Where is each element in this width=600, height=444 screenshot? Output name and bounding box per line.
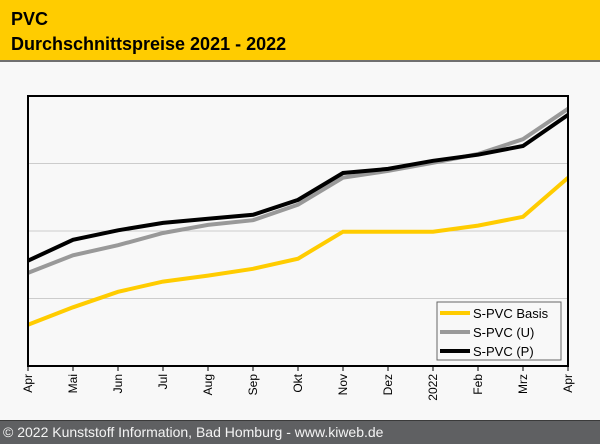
chart-header: PVC Durchschnittspreise 2021 - 2022 bbox=[0, 0, 600, 62]
footer: © 2022 Kunststoff Information, Bad Hombu… bbox=[0, 420, 600, 444]
copyright-text: © 2022 Kunststoff Information, Bad Hombu… bbox=[3, 424, 384, 440]
x-tick-label: Jun bbox=[111, 374, 125, 393]
x-axis: Apr Mai Jun Jul Aug Sep Okt Nov Dez 2022 Feb Mrz Apr bbox=[21, 366, 575, 401]
chart-subtitle: Durchschnittspreise 2021 - 2022 bbox=[11, 34, 287, 54]
x-tick-label: Apr bbox=[561, 374, 575, 393]
legend-label: S-PVC Basis bbox=[473, 306, 549, 321]
legend-label: S-PVC (P) bbox=[473, 344, 534, 359]
x-tick-label: Sep bbox=[246, 374, 260, 396]
x-tick-label: Nov bbox=[336, 374, 350, 395]
x-tick-label: Apr bbox=[21, 374, 35, 393]
x-tick-label: Dez bbox=[381, 374, 395, 395]
legend-label: S-PVC (U) bbox=[473, 325, 534, 340]
series-line-s-pvc-p bbox=[27, 113, 570, 263]
x-tick-label: Mai bbox=[66, 374, 80, 393]
x-tick-label: 2022 bbox=[426, 374, 440, 401]
series-line-s-pvc-u bbox=[27, 107, 570, 275]
line-chart: Apr Mai Jun Jul Aug Sep Okt Nov Dez 2022 Feb Mrz Apr… bbox=[21, 95, 575, 401]
x-tick-label: Jul bbox=[156, 374, 170, 389]
x-tick-label: Mrz bbox=[516, 374, 530, 394]
series-line-s-pvc-basis bbox=[27, 176, 570, 327]
x-tick-label: Feb bbox=[471, 374, 485, 395]
legend: S-PVC Basis S-PVC (U) S-PVC (P) bbox=[436, 301, 562, 361]
x-tick-label: Aug bbox=[201, 374, 215, 395]
x-tick-label: Okt bbox=[291, 373, 305, 392]
chart-title: PVC bbox=[11, 9, 49, 29]
series-lines bbox=[27, 107, 570, 327]
